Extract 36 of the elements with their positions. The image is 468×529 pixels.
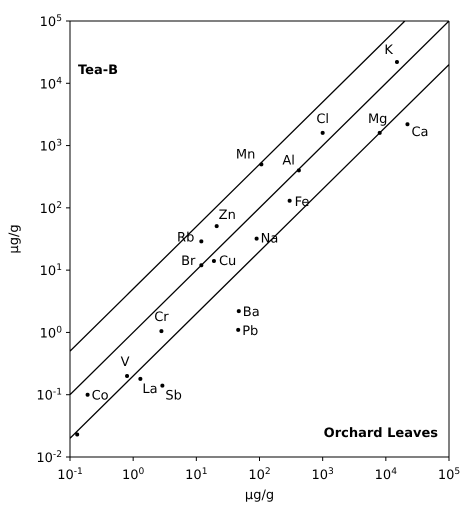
x-tick-label: 10$^{3}$ (311, 467, 334, 483)
annotation: Zn (218, 208, 236, 224)
annotation: Al (282, 153, 295, 168)
annotation: Ba (242, 305, 260, 320)
y-tick-label: 10$^{2}$ (40, 200, 62, 217)
annotation: Mn (236, 147, 256, 162)
y-tick-label: 10$^{1}$ (40, 263, 62, 280)
y-tick-label: 10$^{5}$ (40, 14, 62, 30)
y-axis-title: µg/g (7, 224, 22, 254)
x-tick-label: 10$^{4}$ (374, 467, 398, 483)
x-tick-label: 10$^{-1}$ (57, 467, 83, 483)
x-tick-label: 10$^{0}$ (122, 467, 145, 483)
y-tick-label: 10$^{4}$ (40, 76, 62, 92)
annotation: La (142, 382, 158, 397)
annotation: K (384, 42, 394, 58)
annotation: Tea-B (78, 63, 118, 78)
annotation: Orchard Leaves (324, 426, 438, 441)
y-tick-label: 10$^{-2}$ (36, 450, 62, 466)
annotation: Br (181, 254, 196, 270)
annotation: Cl (316, 112, 330, 127)
annotation: Sb (165, 388, 182, 404)
x-tick-label: 10$^{1}$ (185, 467, 208, 483)
y-tick-label: 10$^{3}$ (40, 138, 62, 155)
annotation: Cu (218, 254, 236, 270)
x-tick-label: 10$^{5}$ (438, 467, 460, 483)
x-axis-title: µg/g (244, 488, 274, 503)
annotation: Ca (411, 125, 429, 140)
y-tick-label: 10$^{-1}$ (36, 388, 62, 404)
annotation: Cr (154, 310, 170, 326)
annotation: Mg (368, 112, 388, 127)
y-tick-label: 10$^{0}$ (40, 325, 62, 342)
annotation: Fe (294, 194, 310, 210)
x-tick-label: 10$^{2}$ (248, 467, 271, 483)
annotation: V (120, 354, 130, 370)
annotation: Pb (242, 324, 258, 339)
annotation: Co (92, 388, 109, 404)
